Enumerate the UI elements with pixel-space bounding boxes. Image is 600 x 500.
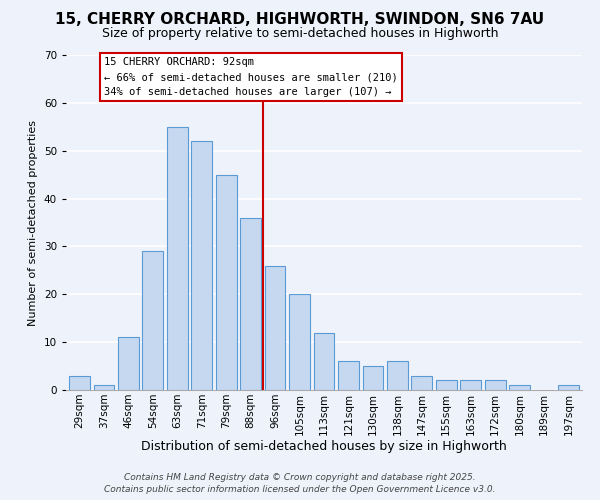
Bar [485,380,506,390]
Text: Contains HM Land Registry data © Crown copyright and database right 2025.
Contai: Contains HM Land Registry data © Crown c… [104,472,496,494]
Bar [509,385,530,390]
Bar [216,174,236,390]
Bar [558,385,579,390]
Bar [142,251,163,390]
Bar [69,376,90,390]
Bar [118,338,139,390]
Bar [436,380,457,390]
Text: 15 CHERRY ORCHARD: 92sqm
← 66% of semi-detached houses are smaller (210)
34% of : 15 CHERRY ORCHARD: 92sqm ← 66% of semi-d… [104,58,398,97]
Text: 15, CHERRY ORCHARD, HIGHWORTH, SWINDON, SN6 7AU: 15, CHERRY ORCHARD, HIGHWORTH, SWINDON, … [55,12,545,28]
Bar [265,266,286,390]
Bar [94,385,114,390]
Bar [167,127,188,390]
Bar [387,362,408,390]
Bar [412,376,432,390]
Bar [289,294,310,390]
Bar [338,362,359,390]
X-axis label: Distribution of semi-detached houses by size in Highworth: Distribution of semi-detached houses by … [141,440,507,454]
Text: Size of property relative to semi-detached houses in Highworth: Size of property relative to semi-detach… [102,28,498,40]
Bar [460,380,481,390]
Bar [191,141,212,390]
Bar [362,366,383,390]
Bar [314,332,334,390]
Bar [240,218,261,390]
Y-axis label: Number of semi-detached properties: Number of semi-detached properties [28,120,38,326]
